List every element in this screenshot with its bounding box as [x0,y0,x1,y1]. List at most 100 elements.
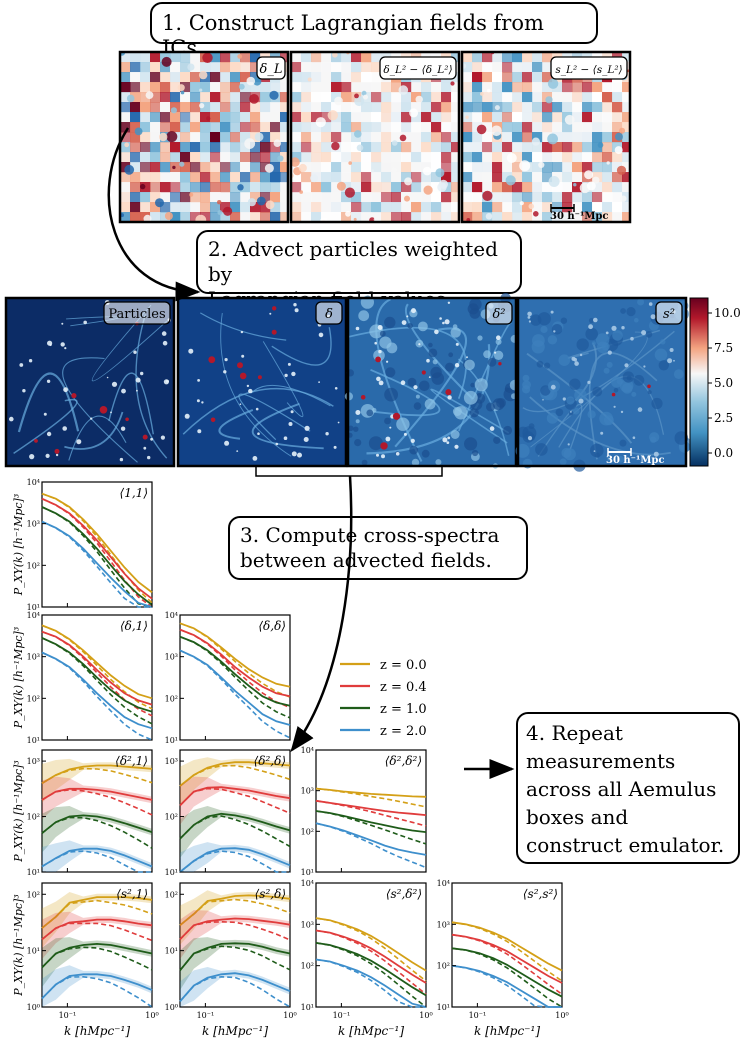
series-model-line [179,622,291,698]
y-tick-label: 10² [27,694,40,703]
series-model-line [41,651,153,741]
panel-title: ⟨δ,δ⟩ [258,619,286,633]
series-model-line [315,787,427,808]
series-model-line [41,899,153,929]
step3-line2: between advected fields. [240,548,492,572]
lagrangian-scalebar-label: 30 h⁻¹Mpc [550,211,608,222]
y-tick-label: 10⁰ [27,1003,40,1012]
x-tick-label: 10⁰ [419,1011,432,1020]
x-axis-label: k [hMpc⁻¹] [338,1024,404,1038]
y-tick-label: 10³ [165,653,178,662]
spectrum-panel: ⟨δ²,δ⟩ 10¹ 10² 10³ [165,749,291,877]
lagrangian-label: δ_L² − ⟨δ_L²⟩ [383,64,452,76]
y-tick-label: 10² [437,962,450,971]
y-tick-label: 10⁴ [301,879,314,888]
panel-title: ⟨s²,1⟩ [116,887,148,901]
series-band [180,806,290,859]
y-tick-label: 10³ [437,920,450,929]
x-axis-label: k [hMpc⁻¹] [64,1024,130,1038]
colorbar-tick-label: 0.0 [714,446,733,460]
x-tick-label: 10⁻¹ [197,1011,215,1020]
advected-panel [6,298,174,466]
series-model-line [179,635,291,719]
lagrangian-label: δ_L [260,62,283,77]
legend: z = 0.0 z = 0.4 z = 1.0 z = 2.0 [340,658,427,739]
series-model-line [179,815,291,848]
colorbar-ticks: 10.0 7.5 5.0 2.5 0.0 [708,306,741,460]
y-tick-label: 10⁰ [165,1003,178,1012]
lagrangian-label: s_L² − ⟨s_L²⟩ [555,64,622,76]
series-model-line [179,787,291,814]
series-model-line [41,816,153,849]
colorbar-tick-label: 5.0 [714,376,733,390]
series-band [180,842,290,872]
x-tick-label: 10⁻¹ [469,1011,487,1020]
step2-box: 2. Advect particles weighted by Lagrangi… [196,230,522,311]
legend-label: z = 1.0 [380,702,427,717]
panel-title: ⟨δ,1⟩ [120,619,148,633]
y-tick-label: 10¹ [27,736,40,745]
y-tick-label: 10⁴ [27,611,40,620]
y-tick-label: 10² [165,890,178,899]
x-tick-label: 10⁰ [145,1011,158,1020]
y-tick-label: 10¹ [27,868,40,877]
series-line [179,847,291,873]
y-tick-label: 10² [27,813,40,822]
series-model-line [41,922,153,942]
step2-line1: 2. Advect particles weighted by [208,237,498,286]
series-model-line [179,628,291,709]
panel-title: ⟨δ²,δ²⟩ [385,754,422,768]
step4-line: across all Aemulus [526,777,717,801]
y-tick-label: 10³ [27,653,40,662]
panel-title: ⟨δ²,δ⟩ [254,754,286,768]
series-model-line [179,850,290,873]
x-tick-label: 10⁰ [283,1011,296,1020]
y-tick-label: 10¹ [27,603,40,612]
y-tick-label: 10³ [27,757,40,766]
series-model-line [41,624,153,710]
y-tick-label: 10² [27,561,40,570]
advected-label: s² [663,307,675,322]
series-model-line [451,964,562,1008]
series-model-line [41,767,153,784]
spectrum-panel: ⟨δ²,δ²⟩ 10¹ 10² 10³ 10⁴ [301,746,427,877]
step4-box: 4. Repeat measurements across all Aemulu… [516,712,740,864]
panel-title: ⟨s²,δ⟩ [255,887,286,901]
legend-label: z = 2.0 [380,724,427,739]
series-line [41,918,153,941]
series-model-line [179,649,291,739]
step3-box: 3. Compute cross-spectra between advecte… [228,516,528,580]
y-tick-label: 10³ [301,787,314,796]
y-tick-label: 10² [301,962,314,971]
series-model-line [41,788,153,816]
advected-panels: Particles δ δ² s² 30 h⁻¹Mpc [4,293,693,472]
lagrangian-panel [120,52,288,222]
advected-panel [515,298,693,472]
advected-panel [344,293,521,469]
series-band [180,890,290,945]
x-tick-label: 10⁻¹ [59,1011,77,1020]
arrow-step2-to-spectra [290,475,353,752]
step1-box: 1. Construct Lagrangian fields from ICs. [150,2,598,60]
colorbar [689,297,709,467]
advected-label: δ [325,307,333,322]
y-axis-label: P_XY(k) [h⁻¹Mpc]³ [12,894,25,997]
x-axis-label: k [hMpc⁻¹] [474,1024,540,1038]
step4-line: boxes and [526,805,629,829]
x-axis-label: k [hMpc⁻¹] [202,1024,268,1038]
colorbar-tick-label: 10.0 [714,306,741,320]
y-tick-label: 10¹ [301,1003,314,1012]
y-tick-label: 10⁴ [301,746,314,755]
x-tick-label: 10⁻¹ [333,1011,351,1020]
spectrum-panel: ⟨s²,s²⟩ 10¹ 10² 10³ 10⁴ 10⁻¹ 10⁰ k [hMpc⁻¹] [437,879,569,1038]
series-model-line [41,520,152,608]
legend-label: z = 0.4 [380,680,427,695]
series-band [42,892,152,948]
colorbar-tick-label: 7.5 [714,341,733,355]
series-model-line [315,810,427,845]
bracket-advected [255,465,443,477]
series-model-line [315,942,427,1008]
